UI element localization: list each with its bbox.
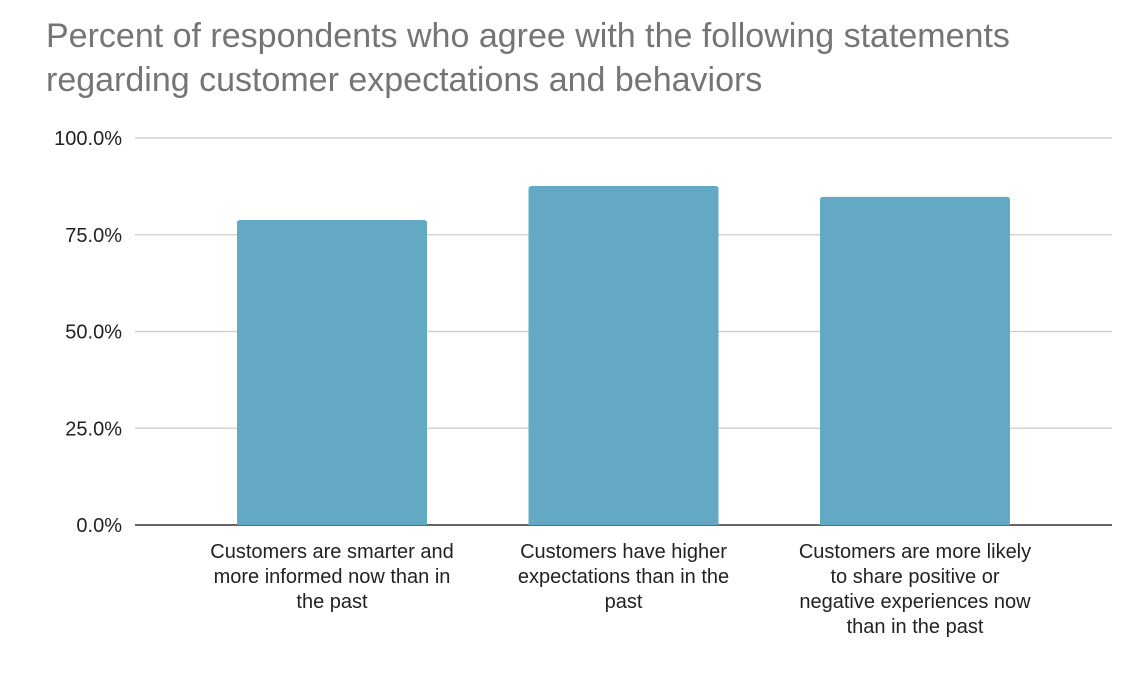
y-tick-label: 50.0% xyxy=(65,322,122,344)
bar xyxy=(528,185,719,525)
x-category-label: Customers are more likely xyxy=(799,541,1031,563)
x-category-label: the past xyxy=(296,591,368,613)
x-category-label: negative experiences now xyxy=(799,591,1031,613)
x-category-label: more informed now than in xyxy=(214,566,451,588)
y-tick-label: 25.0% xyxy=(65,418,122,440)
y-tick-label: 100.0% xyxy=(54,128,122,150)
y-tick-label: 0.0% xyxy=(76,515,122,537)
x-category-label: than in the past xyxy=(847,616,984,638)
bar xyxy=(237,220,427,525)
y-tick-label: 75.0% xyxy=(65,225,122,247)
x-category-label: Customers have higher xyxy=(520,541,727,563)
x-category-label: to share positive or xyxy=(831,566,1000,588)
bar xyxy=(820,196,1010,525)
x-category-label: past xyxy=(605,591,643,613)
x-category-label: Customers are smarter and xyxy=(210,541,453,563)
chart-title-line-2: regarding customer expectations and beha… xyxy=(46,61,762,99)
x-category-label: expectations than in the xyxy=(518,566,729,588)
chart-title-line-1: Percent of respondents who agree with th… xyxy=(46,17,1010,55)
